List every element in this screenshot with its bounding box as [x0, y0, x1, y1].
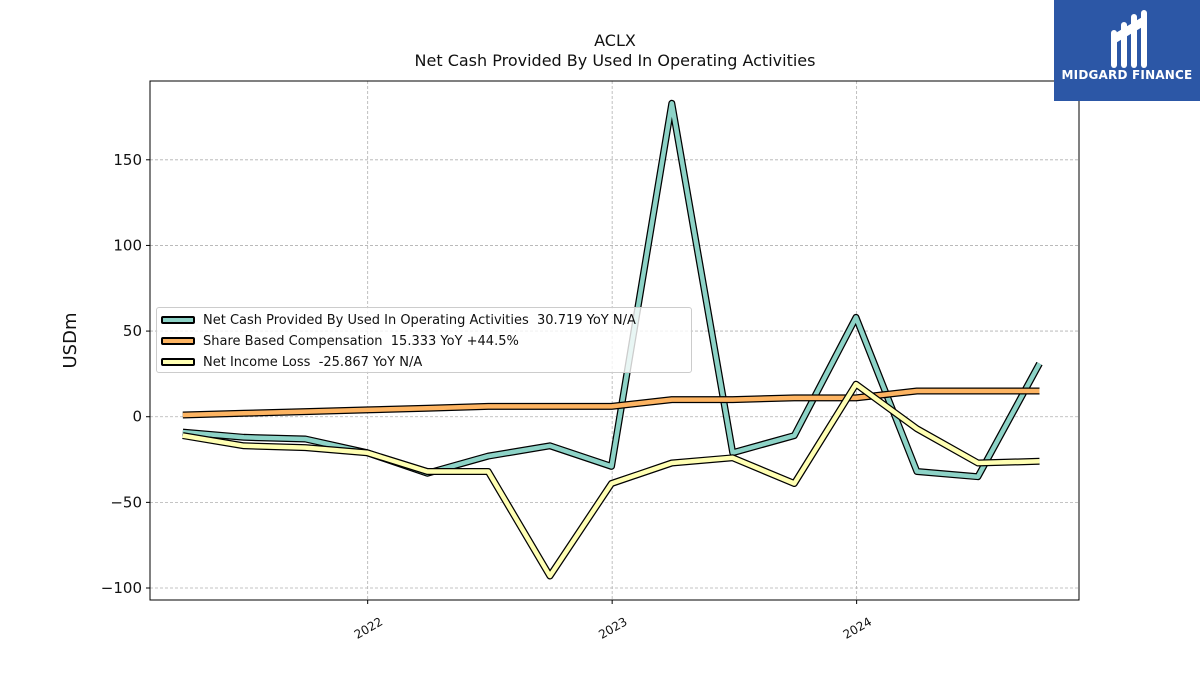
legend-swatch-net-cash	[161, 316, 195, 324]
series-line-1	[182, 388, 1040, 418]
y-tick-label: −50	[110, 493, 142, 511]
y-tick-label: 50	[123, 322, 142, 340]
legend-label-share-based-comp: Share Based Compensation 15.333 YoY +44.…	[203, 333, 519, 349]
chart-subtitle: Net Cash Provided By Used In Operating A…	[414, 51, 816, 70]
y-tick-label: 100	[113, 236, 142, 254]
legend-item-share-based-comp: Share Based Compensation 15.333 YoY +44.…	[161, 331, 519, 351]
x-tick-label: 2023	[596, 614, 629, 641]
plot-frame	[149, 80, 1080, 601]
logo-text: MIDGARD FINANCE	[1061, 68, 1193, 82]
y-tick-label: 150	[113, 151, 142, 169]
x-tick-label: 2024	[841, 614, 874, 641]
chart-title: ACLX	[594, 31, 636, 50]
legend-label-net-income: Net Income Loss -25.867 YoY N/A	[203, 354, 423, 370]
y-tick-label: −100	[101, 579, 142, 597]
legend-swatch-share-based-comp	[161, 337, 195, 345]
logo-mark-icon	[1111, 10, 1147, 68]
legend-item-net-cash: Net Cash Provided By Used In Operating A…	[161, 310, 636, 330]
series-line-2	[182, 381, 1040, 579]
legend-label-net-cash: Net Cash Provided By Used In Operating A…	[203, 312, 636, 328]
y-tick-label: 0	[132, 408, 142, 426]
legend-swatch-net-income	[161, 358, 195, 366]
chart-legend: Net Cash Provided By Used In Operating A…	[156, 307, 692, 373]
y-axis-label: USDm	[60, 313, 81, 369]
x-tick-label: 2022	[352, 614, 385, 641]
series-line-0	[182, 101, 1042, 479]
legend-item-net-income: Net Income Loss -25.867 YoY N/A	[161, 352, 422, 372]
midgard-finance-logo: MIDGARD FINANCE	[1054, 0, 1200, 101]
chart-title-block: ACLX Net Cash Provided By Used In Operat…	[0, 31, 1200, 71]
